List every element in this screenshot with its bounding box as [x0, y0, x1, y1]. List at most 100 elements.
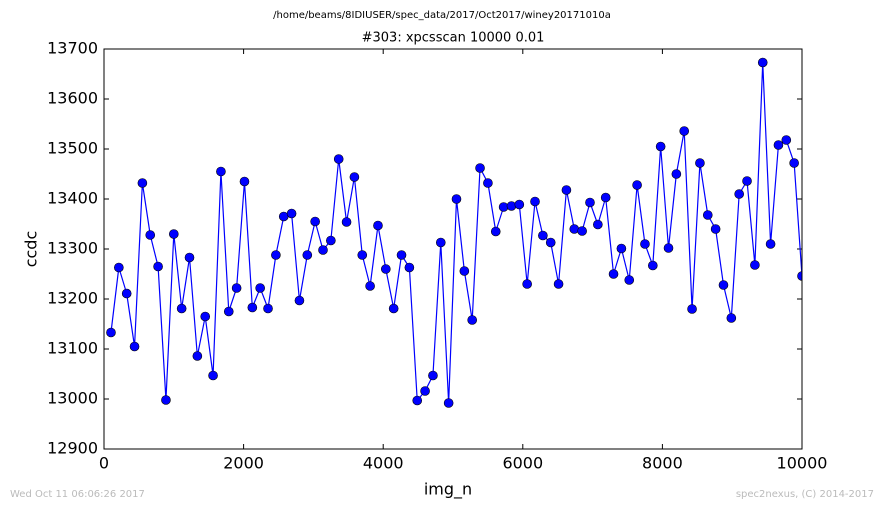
marker	[757, 57, 768, 68]
marker	[726, 313, 737, 323]
marker	[663, 243, 674, 253]
marker	[114, 262, 124, 273]
y-tick-label: 12900	[47, 439, 98, 458]
marker	[765, 239, 776, 249]
marker	[490, 226, 501, 237]
marker	[223, 306, 234, 317]
x-tick-label: 6000	[502, 454, 543, 473]
y-tick-label: 13100	[47, 339, 98, 358]
marker	[404, 262, 415, 273]
marker	[648, 260, 658, 271]
marker	[797, 271, 802, 281]
marker	[365, 281, 375, 291]
marker	[129, 341, 140, 352]
marker	[216, 166, 226, 177]
marker	[310, 216, 320, 227]
marker	[632, 180, 642, 190]
y-tick-label: 13200	[47, 289, 98, 308]
marker	[341, 217, 352, 227]
marker	[333, 154, 344, 164]
marker	[192, 351, 203, 361]
marker	[184, 252, 195, 263]
marker	[789, 158, 799, 168]
marker	[208, 370, 218, 381]
marker	[710, 224, 721, 234]
y-tick-label: 13300	[47, 239, 98, 258]
marker	[773, 140, 784, 150]
marker	[435, 237, 446, 248]
y-tick-label: 13700	[47, 39, 98, 58]
marker	[616, 243, 627, 254]
marker	[561, 185, 572, 195]
marker	[420, 386, 430, 396]
marker	[428, 370, 438, 381]
marker	[318, 245, 328, 255]
marker	[522, 279, 532, 289]
marker	[153, 261, 163, 272]
marker	[498, 202, 509, 212]
marker	[176, 303, 187, 314]
marker	[687, 304, 697, 314]
marker	[530, 196, 540, 207]
marker	[734, 189, 744, 199]
marker	[514, 199, 525, 210]
marker	[483, 178, 493, 188]
marker	[396, 250, 407, 260]
marker	[137, 178, 148, 188]
marker	[781, 135, 792, 145]
y-tick-label: 13600	[47, 89, 98, 108]
marker	[271, 250, 281, 260]
marker	[577, 226, 587, 236]
plot-frame	[103, 48, 803, 450]
marker	[506, 201, 517, 211]
x-tick-label: 8000	[642, 454, 683, 473]
marker	[569, 224, 580, 234]
marker	[286, 208, 297, 219]
marker	[302, 250, 313, 260]
marker	[106, 327, 116, 338]
series-line	[110, 62, 802, 404]
y-tick-label: 13500	[47, 139, 98, 158]
y-axis-label: ccdc	[22, 231, 41, 268]
marker	[593, 219, 603, 230]
footer-left: Wed Oct 11 06:06:26 2017	[10, 489, 145, 500]
marker	[145, 230, 156, 240]
marker	[600, 192, 611, 203]
marker	[545, 237, 556, 248]
marker	[381, 264, 391, 274]
marker	[412, 395, 423, 406]
marker	[702, 210, 713, 220]
marker	[169, 229, 179, 239]
marker	[585, 197, 595, 208]
marker	[608, 269, 619, 279]
x-axis-label: img_n	[424, 480, 472, 500]
marker	[459, 266, 470, 276]
x-tick-label: 10000	[777, 454, 828, 473]
y-tick-label: 13000	[47, 389, 98, 408]
marker	[475, 163, 485, 173]
marker	[718, 280, 729, 290]
footer-right: spec2nexus, (C) 2014-2017	[736, 489, 874, 500]
marker	[294, 295, 305, 306]
y-tick-label: 13400	[47, 189, 98, 208]
x-tick-label: 2000	[223, 454, 264, 473]
marker	[263, 303, 273, 314]
suptitle: /home/beams/8IDIUSER/spec_data/2017/Oct2…	[273, 10, 611, 21]
x-tick-label: 0	[99, 454, 109, 473]
marker	[671, 169, 682, 179]
chart-title: #303: xpcsscan 10000 0.01	[362, 31, 545, 46]
marker	[121, 288, 132, 299]
marker	[695, 158, 705, 168]
marker	[239, 176, 250, 187]
x-tick-label: 4000	[363, 454, 404, 473]
marker	[373, 220, 383, 231]
marker	[200, 311, 211, 322]
marker	[255, 283, 265, 293]
marker	[388, 303, 399, 314]
marker	[161, 395, 171, 405]
marker	[742, 176, 752, 186]
marker	[349, 172, 360, 182]
marker	[467, 315, 477, 325]
marker	[326, 235, 336, 246]
